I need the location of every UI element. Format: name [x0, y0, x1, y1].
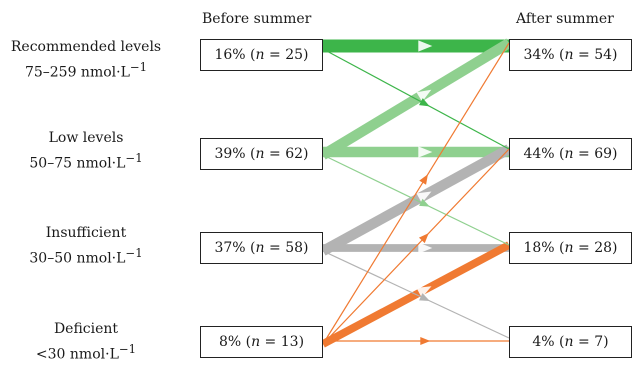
flow-arrowhead [416, 286, 432, 298]
flow-deficient-to-recommended [322, 42, 510, 345]
after-box-deficient: 4% (n = 7) [509, 326, 632, 358]
flow-arrowhead [416, 89, 432, 102]
category-name: Insufficient [45, 225, 127, 241]
after-box-low: 44% (n = 69) [509, 138, 632, 170]
category-range: <30 nmol·L−1 [35, 342, 137, 363]
flow-arrowhead [418, 40, 433, 52]
flow-arrowhead [419, 98, 430, 107]
flow-arrowhead [418, 146, 433, 158]
flow-low-to-insufficient [322, 154, 510, 246]
flow-low-to-low [323, 146, 509, 158]
category-label-recommended: Recommended levels 75–259 nmol·L−1 [0, 37, 172, 83]
flow-insufficient-to-deficient [322, 250, 510, 339]
after-box-recommended: 34% (n = 54) [509, 39, 632, 71]
before-box-recommended: 16% (n = 25) [200, 39, 323, 71]
category-label-low: Low levels 50–75 nmol·L−1 [0, 128, 172, 174]
category-label-insufficient: Insufficient 30–50 nmol·L−1 [0, 223, 172, 269]
flow-arrowhead [419, 198, 430, 207]
category-name: Deficient [53, 321, 119, 337]
flow-insufficient-to-insufficient [323, 242, 509, 254]
flow-line [322, 48, 510, 150]
flow-deficient-to-deficient [323, 337, 509, 345]
before-box-low: 39% (n = 62) [200, 138, 323, 170]
before-box-insufficient: 37% (n = 58) [200, 232, 323, 264]
flow-arrowhead [416, 191, 432, 204]
category-label-deficient: Deficient <30 nmol·L−1 [0, 319, 172, 365]
flow-arrowhead [418, 233, 429, 244]
after-box-insufficient: 18% (n = 28) [509, 232, 632, 264]
header-after-summer: After summer [516, 11, 614, 27]
flow-line [322, 154, 510, 246]
header-before-summer: Before summer [202, 11, 312, 27]
flow-line [322, 250, 510, 339]
category-name: Recommended levels [10, 39, 162, 55]
flow-recommended-to-low [322, 48, 510, 150]
before-box-deficient: 8% (n = 13) [200, 326, 323, 358]
flow-line [322, 42, 510, 345]
category-range: 30–50 nmol·L−1 [29, 246, 143, 267]
flow-arrowhead [420, 337, 431, 345]
category-name: Low levels [48, 130, 124, 146]
flow-deficient-to-low [322, 148, 510, 345]
flow-line [322, 148, 510, 345]
flow-arrowhead [419, 174, 428, 185]
flow-arrowhead [419, 293, 430, 301]
flow-recommended-to-recommended [323, 39, 509, 53]
category-range: 75–259 nmol·L−1 [24, 60, 148, 81]
category-range: 50–75 nmol·L−1 [29, 151, 143, 172]
flow-arrowhead [418, 242, 433, 254]
